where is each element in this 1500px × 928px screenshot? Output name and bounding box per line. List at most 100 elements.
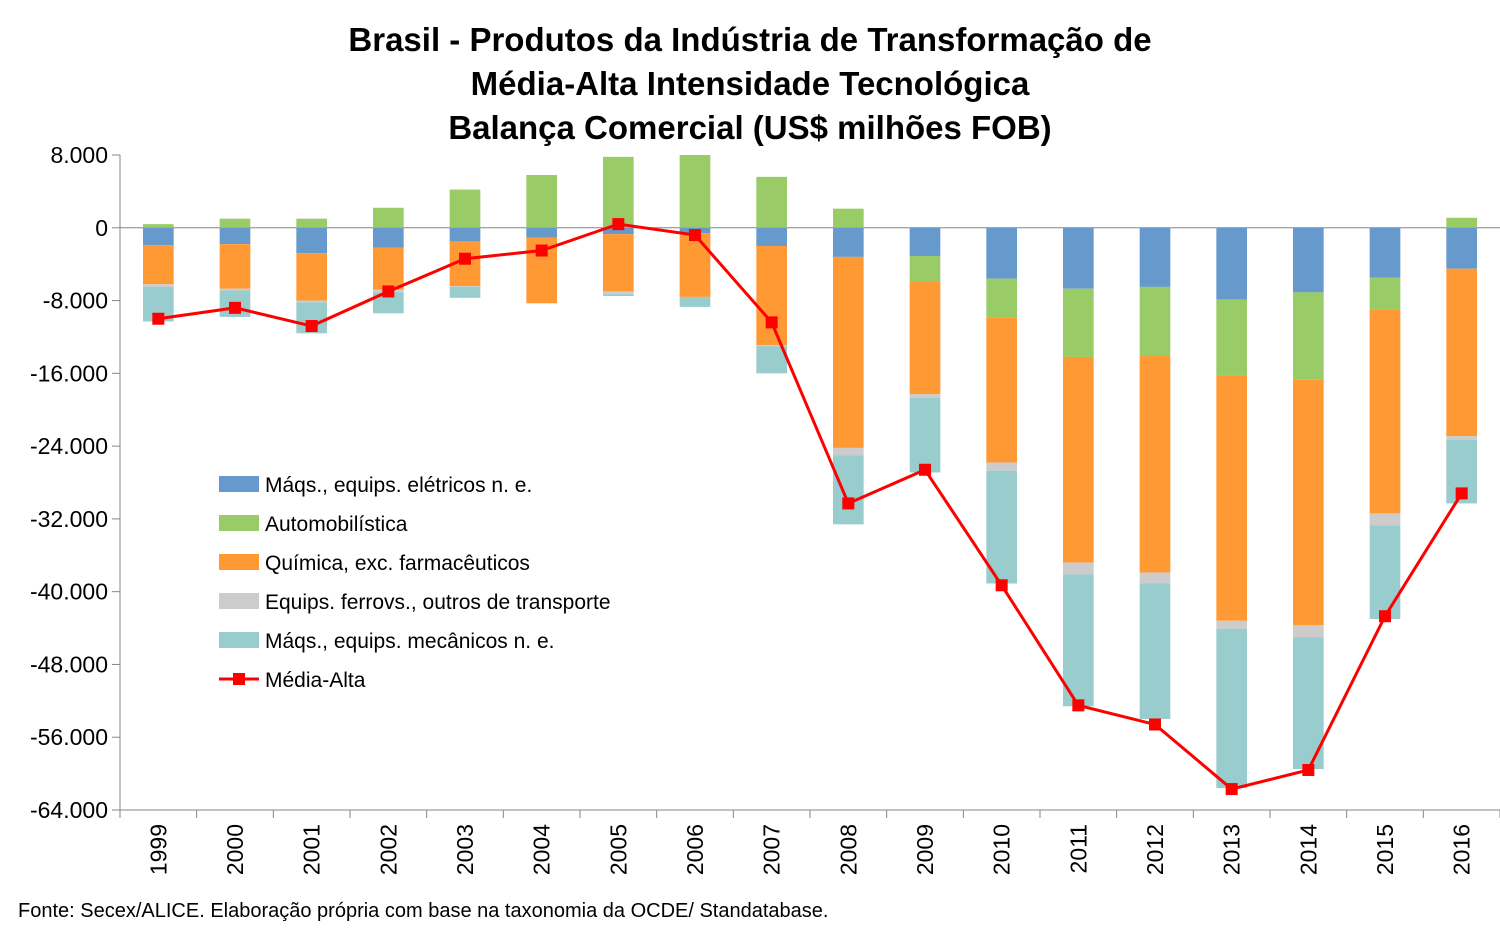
x-tick-label: 1999 bbox=[145, 824, 171, 875]
bar-mecanicos-2008 bbox=[833, 455, 864, 525]
bar-ferrov-2010 bbox=[986, 462, 1017, 471]
line-point-2002 bbox=[382, 285, 395, 298]
y-tick-label: -64.000 bbox=[30, 797, 108, 823]
bar-auto-2012 bbox=[1139, 286, 1171, 357]
legend-swatch-marker bbox=[233, 673, 245, 685]
y-tick-label: -8.000 bbox=[43, 288, 108, 314]
bar-quimica-2013 bbox=[1216, 375, 1247, 621]
y-tick-label: -24.000 bbox=[30, 433, 108, 459]
y-tick-label: -40.000 bbox=[30, 579, 108, 605]
bar-auto-2003 bbox=[449, 189, 481, 228]
bar-quimica-2010 bbox=[986, 317, 1017, 463]
x-tick-label: 2012 bbox=[1142, 824, 1168, 875]
bar-eletricos-2007 bbox=[756, 227, 787, 246]
legend-swatch-auto bbox=[219, 515, 259, 531]
line-point-2009 bbox=[919, 463, 931, 476]
bar-ferrov-2008 bbox=[833, 447, 864, 456]
line-point-2003 bbox=[459, 252, 471, 265]
line-point-1999 bbox=[152, 312, 165, 325]
x-tick-label: 2003 bbox=[452, 824, 478, 875]
legend-label-mecanicos: Máqs., equips. mecânicos n. e. bbox=[265, 630, 554, 653]
x-tick-label: 2001 bbox=[299, 824, 325, 875]
bar-auto-2004 bbox=[526, 175, 557, 228]
x-tick-label: 2013 bbox=[1219, 824, 1245, 875]
line-point-2006 bbox=[689, 229, 701, 242]
bar-eletricos-2012 bbox=[1139, 227, 1171, 287]
bar-eletricos-2015 bbox=[1369, 227, 1401, 278]
bar-ferrov-2016 bbox=[1446, 436, 1477, 440]
bar-eletricos-2011 bbox=[1063, 227, 1094, 289]
bar-auto-2009 bbox=[909, 255, 941, 282]
bar-eletricos-2016 bbox=[1446, 227, 1477, 269]
bar-auto-1999 bbox=[143, 224, 174, 228]
bar-mecanicos-2012 bbox=[1139, 583, 1171, 720]
line-media-alta bbox=[158, 222, 1463, 791]
bar-ferrov-2015 bbox=[1369, 513, 1401, 526]
line-point-2008 bbox=[842, 497, 855, 510]
line-point-2014 bbox=[1302, 763, 1315, 776]
line-point-2004 bbox=[535, 244, 548, 257]
bar-auto-2015 bbox=[1369, 277, 1401, 310]
bar-mecanicos-2007 bbox=[756, 346, 787, 374]
bar-ferrov-1999 bbox=[143, 284, 174, 287]
x-tick-label: 2011 bbox=[1065, 824, 1091, 873]
bar-ferrov-2011 bbox=[1063, 562, 1094, 575]
bar-ferrov-2001 bbox=[296, 300, 327, 303]
legend-swatch-ferrov bbox=[219, 593, 259, 609]
bar-auto-2000 bbox=[219, 218, 251, 228]
line-point-2000 bbox=[229, 301, 241, 314]
line-point-2011 bbox=[1072, 699, 1085, 712]
line-point-2015 bbox=[1379, 610, 1391, 623]
x-tick-label: 2007 bbox=[759, 824, 785, 875]
bar-quimica-2002 bbox=[373, 247, 404, 290]
bar-ferrov-2012 bbox=[1139, 572, 1171, 584]
line-point-2010 bbox=[995, 579, 1008, 592]
bar-auto-2010 bbox=[986, 278, 1017, 318]
legend-label-auto: Automobilística bbox=[265, 513, 408, 536]
bar-eletricos-1999 bbox=[143, 227, 174, 246]
bar-quimica-2015 bbox=[1369, 309, 1401, 514]
bar-eletricos-2013 bbox=[1216, 227, 1247, 300]
legend-label-quimica: Química, exc. farmacêuticos bbox=[265, 552, 530, 575]
line-point-2001 bbox=[305, 320, 318, 333]
bar-quimica-2007 bbox=[756, 245, 787, 346]
line-point-2013 bbox=[1225, 783, 1238, 796]
bar-mecanicos-2011 bbox=[1063, 574, 1094, 707]
bar-ferrov-2007 bbox=[756, 345, 787, 347]
bar-quimica-2005 bbox=[603, 234, 634, 292]
bar-ferrov-2005 bbox=[603, 291, 634, 295]
bar-eletricos-2001 bbox=[296, 227, 327, 254]
y-tick-label: 8.000 bbox=[50, 142, 108, 168]
bar-ferrov-2013 bbox=[1216, 620, 1247, 629]
bar-eletricos-2005 bbox=[603, 227, 634, 235]
bar-ferrov-2014 bbox=[1293, 625, 1324, 638]
bar-eletricos-2009 bbox=[909, 227, 941, 256]
bar-quimica-2014 bbox=[1293, 379, 1324, 626]
bar-quimica-2001 bbox=[296, 253, 327, 301]
bar-eletricos-2002 bbox=[373, 227, 404, 248]
bar-auto-2006 bbox=[679, 155, 711, 228]
chart-title-line-1: Brasil - Produtos da Indústria de Transf… bbox=[348, 21, 1152, 58]
x-tick-label: 2009 bbox=[912, 824, 938, 875]
bar-eletricos-2003 bbox=[449, 227, 481, 242]
line-point-2016 bbox=[1455, 487, 1468, 500]
bar-auto-2011 bbox=[1063, 288, 1094, 357]
bar-eletricos-2008 bbox=[833, 227, 864, 257]
legend-label-ferrov: Equips. ferrovs., outros de transporte bbox=[265, 591, 611, 614]
bar-eletricos-2000 bbox=[219, 227, 251, 245]
bar-mecanicos-2015 bbox=[1369, 525, 1401, 619]
bar-mecanicos-2009 bbox=[909, 397, 941, 473]
legend-swatch-eletricos bbox=[219, 476, 259, 492]
x-tick-label: 2006 bbox=[682, 824, 708, 875]
x-tick-label: 2002 bbox=[375, 824, 401, 875]
bar-quimica-2000 bbox=[219, 244, 251, 289]
y-tick-label: -56.000 bbox=[30, 724, 108, 750]
bar-auto-2001 bbox=[296, 218, 327, 228]
line-point-2005 bbox=[612, 218, 625, 231]
bar-auto-2016 bbox=[1446, 217, 1477, 228]
bar-auto-2007 bbox=[756, 176, 787, 228]
bar-mecanicos-2013 bbox=[1216, 628, 1247, 789]
bar-quimica-2008 bbox=[833, 256, 864, 448]
bar-mecanicos-2005 bbox=[603, 294, 634, 297]
